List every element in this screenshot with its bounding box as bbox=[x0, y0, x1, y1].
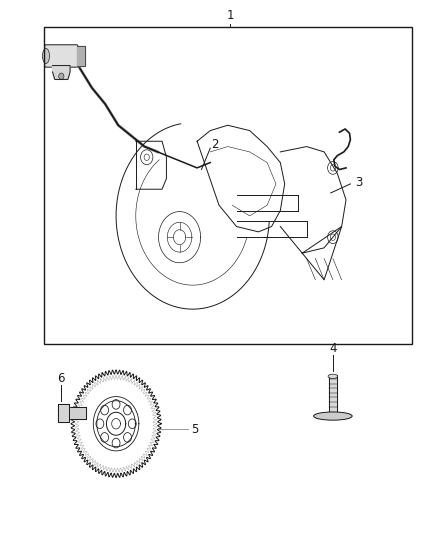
Ellipse shape bbox=[42, 49, 49, 63]
Text: 4: 4 bbox=[329, 342, 337, 355]
Polygon shape bbox=[328, 375, 337, 414]
Text: 5: 5 bbox=[191, 423, 199, 435]
FancyBboxPatch shape bbox=[45, 45, 78, 67]
Polygon shape bbox=[69, 407, 86, 419]
Ellipse shape bbox=[314, 412, 352, 420]
Text: 3: 3 bbox=[356, 176, 363, 189]
Polygon shape bbox=[58, 404, 69, 422]
Bar bbox=[44, 27, 412, 344]
Text: 1: 1 bbox=[226, 10, 234, 22]
Text: 2: 2 bbox=[211, 139, 219, 151]
Polygon shape bbox=[53, 66, 70, 79]
Ellipse shape bbox=[328, 374, 338, 378]
Circle shape bbox=[59, 73, 64, 79]
Polygon shape bbox=[77, 46, 85, 66]
Text: 6: 6 bbox=[57, 372, 65, 385]
